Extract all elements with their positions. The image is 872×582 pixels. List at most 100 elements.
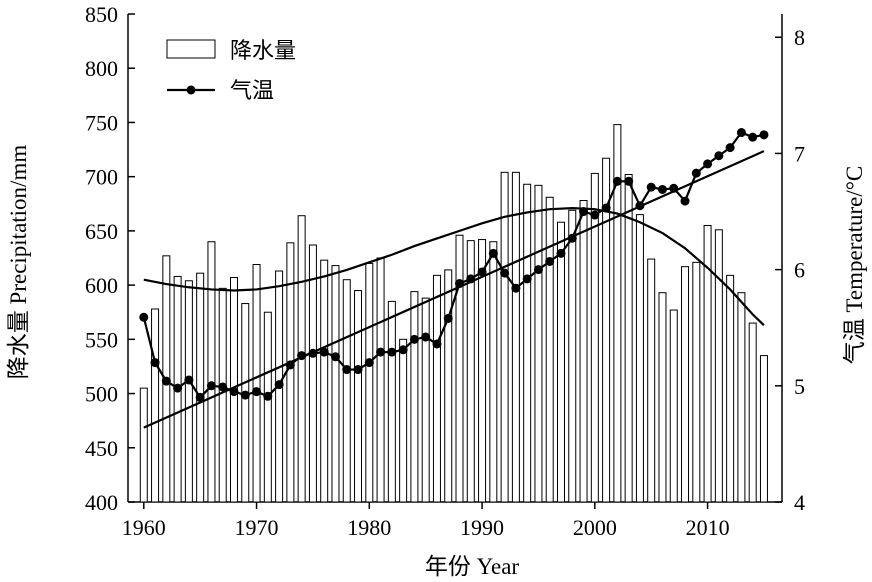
temperature-point-2001	[601, 203, 611, 213]
precipitation-bar-1992	[500, 171, 509, 503]
temperature-point-1967	[218, 382, 228, 392]
x-tick-label-1990: 1990	[460, 515, 504, 540]
temperature-point-1997	[556, 248, 566, 258]
y-right-axis-title: 气温 Temperature/°C	[842, 166, 867, 365]
precipitation-bar-1987	[444, 269, 453, 503]
temperature-point-1960	[139, 312, 149, 322]
precipitation-bar-1976	[320, 259, 329, 503]
y-left-tick-label-500: 500	[85, 382, 118, 407]
temperature-point-2010	[703, 159, 713, 169]
precipitation-bar-1996	[545, 196, 554, 503]
temperature-point-2006	[657, 184, 667, 194]
temperature-point-1989	[466, 274, 476, 284]
temperature-point-1961	[150, 358, 160, 368]
precipitation-bar-1997	[557, 221, 565, 503]
precipitation-bar-1988	[455, 234, 464, 503]
temperature-point-1992	[500, 268, 510, 278]
precipitation-bar-2006	[658, 292, 667, 503]
precipitation-bar-2001	[602, 157, 611, 503]
precipitation-bar-2003	[624, 174, 633, 503]
y-right-tick-label-8: 8	[794, 25, 805, 50]
precipitation-bar-1999	[579, 200, 588, 503]
temperature-point-1979	[353, 365, 363, 375]
precipitation-bar-1994	[523, 183, 532, 503]
precipitation-bar-2002	[613, 124, 622, 503]
temperature-point-2013	[736, 128, 746, 138]
temperature-point-1994	[522, 274, 532, 284]
precipitation-bar-1982	[387, 300, 396, 503]
y-left-tick-label-450: 450	[85, 436, 118, 461]
x-tick-label-1960: 1960	[122, 515, 166, 540]
temperature-point-2005	[646, 182, 656, 192]
precipitation-bar-1971	[263, 311, 272, 503]
temperature-point-1995	[533, 265, 543, 275]
precipitation-bar-1961	[151, 308, 160, 503]
y-left-tick-label-600: 600	[85, 273, 118, 298]
temperature-point-1999	[579, 207, 589, 217]
temperature-point-1963	[173, 383, 183, 393]
precipitation-bar-1989	[466, 240, 475, 503]
x-tick-label-2000: 2000	[573, 515, 617, 540]
precipitation-bar-2000	[590, 172, 599, 503]
legend-label-precipitation: 降水量	[230, 39, 296, 64]
temperature-point-2003	[624, 176, 634, 186]
temperature-point-2009	[691, 168, 701, 178]
precipitation-bar-1967	[218, 287, 227, 503]
temperature-point-1962	[161, 376, 171, 386]
precipitation-bar-1966	[207, 241, 216, 503]
x-tick-label-1980: 1980	[347, 515, 391, 540]
temperature-linear-trend-line	[143, 150, 765, 429]
legend: 降水量 气温	[166, 39, 296, 104]
precipitation-bar-1979	[354, 290, 363, 503]
precipitation-bar-1980	[365, 262, 374, 503]
temperature-point-1982	[387, 347, 397, 357]
temperature-point-1986	[432, 339, 442, 349]
x-axis-ticks: 1960 1970 1980 1990 2000 2010	[122, 502, 730, 540]
temperature-point-2004	[635, 201, 645, 211]
temperature-point-2002	[612, 176, 622, 186]
precipitation-bar-1986	[432, 274, 441, 503]
precipitation-bar-2015	[759, 355, 768, 503]
temperature-trend	[143, 150, 765, 429]
temperature-point-1983	[398, 345, 408, 355]
temperature-point-1980	[364, 358, 374, 368]
temperature-point-1991	[488, 248, 498, 258]
precipitation-bar-2004	[635, 214, 644, 503]
precipitation-bar-1984	[410, 291, 419, 503]
x-tick-label-2010: 2010	[686, 515, 730, 540]
temperature-point-1993	[511, 283, 521, 293]
legend-label-temperature: 气温	[230, 79, 274, 104]
precipitation-bar-1993	[511, 171, 520, 503]
y-right-tick-label-6: 6	[794, 258, 805, 283]
legend-marker-swatch	[186, 85, 196, 95]
temperature-point-1965	[195, 392, 205, 402]
temperature-point-1996	[545, 256, 555, 266]
precipitation-bar-2009	[692, 261, 701, 503]
temperature-point-1981	[376, 347, 386, 357]
temperature-point-1975	[308, 348, 318, 358]
temperature-point-1969	[240, 390, 250, 400]
temperature-point-1964	[184, 375, 194, 385]
y-right-tick-label-5: 5	[794, 374, 805, 399]
temperature-point-1966	[206, 381, 216, 391]
precipitation-bar-1995	[534, 184, 543, 503]
left-axis-ticks: 400 450 500 550 600 650 700 750 800 850	[85, 2, 135, 515]
precipitation-bars	[139, 124, 768, 503]
precipitation-bar-1975	[308, 244, 317, 503]
precipitation-bar-2013	[737, 292, 746, 503]
precipitation-bar-2014	[748, 322, 757, 503]
precipitation-bar-1969	[241, 303, 250, 503]
precipitation-bar-2005	[647, 258, 656, 503]
temperature-point-1972	[274, 380, 284, 390]
y-left-axis-title: 降水量 Precipitation/mm	[6, 145, 31, 380]
y-right-tick-label-4: 4	[794, 490, 805, 515]
temperature-point-2011	[714, 151, 724, 161]
y-left-tick-label-800: 800	[85, 56, 118, 81]
precipitation-bar-1960	[139, 387, 148, 503]
precipitation-bar-1978	[342, 279, 351, 503]
right-axis-ticks: 4 5 6 7 8	[775, 25, 805, 515]
temperature-point-1973	[285, 360, 295, 370]
precipitation-bar-1985	[421, 297, 430, 503]
precipitation-bar-1983	[399, 338, 408, 503]
temperature-point-2012	[725, 143, 735, 153]
